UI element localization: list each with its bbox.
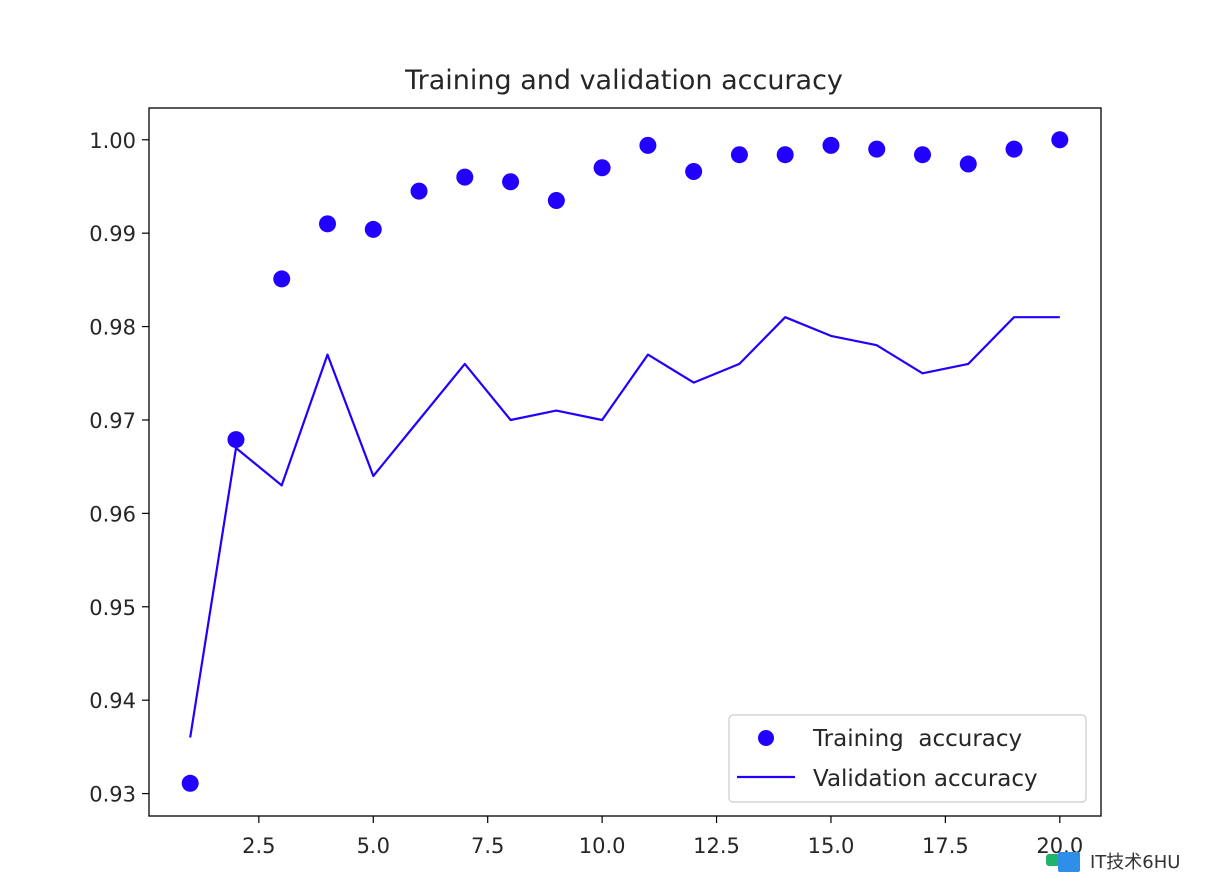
x-tick-label: 12.5 [693,834,740,858]
validation-accuracy-line [189,316,1060,738]
training-accuracy-point [730,146,748,164]
training-accuracy-point [776,146,794,164]
watermark-text: IT技术6HU [1090,852,1181,873]
x-tick-label: 10.0 [579,834,626,858]
y-tick-label: 0.97 [89,409,136,433]
chart-title: Training and validation accuracy [404,65,843,96]
x-tick-label: 5.0 [357,834,390,858]
y-tick-label: 1.00 [89,129,136,153]
legend-label-validation: Validation accuracy [813,766,1038,792]
x-tick-label: 7.5 [471,834,504,858]
watermark-logo-icon [1046,852,1080,872]
training-accuracy-point [685,163,703,181]
plot-frame [148,107,1102,817]
legend-label-training: Training accuracy [812,726,1022,752]
training-accuracy-point [639,136,657,154]
series-layer [181,131,1069,792]
training-accuracy-point [959,155,977,173]
training-accuracy-point [181,774,199,792]
x-tick-label: 15.0 [808,834,855,858]
legend-box [728,714,1087,803]
x-axis: 2.5 5.0 7.5 10.0 12.5 15.0 17.5 20.0 [242,816,1083,858]
training-accuracy-point [914,146,931,164]
training-accuracy-point [319,215,336,233]
training-accuracy-point [227,431,245,449]
training-accuracy-point [1051,131,1069,149]
training-accuracy-point [822,136,840,154]
legend: Training accuracy Validation accuracy [728,714,1087,803]
x-tick-label: 17.5 [922,834,969,858]
training-accuracy-point [410,182,428,200]
legend-marker-training [758,730,774,746]
x-tick-label: 2.5 [242,834,275,858]
training-accuracy-point [273,270,291,288]
training-accuracy-point [547,191,565,209]
y-tick-label: 0.98 [89,316,136,340]
training-accuracy-point [502,173,520,191]
y-axis: 0.93 0.94 0.95 0.96 0.97 0.98 0.99 1.00 [89,129,149,807]
watermark: IT技术6HU [1044,846,1180,876]
y-tick-label: 0.99 [89,222,136,246]
y-tick-label: 0.95 [89,596,136,620]
y-tick-label: 0.94 [89,689,136,713]
training-accuracy-point [456,168,474,186]
training-accuracy-point [364,220,382,238]
y-tick-label: 0.96 [89,502,136,526]
training-accuracy-point [868,140,886,158]
training-accuracy-point [1005,140,1023,158]
training-accuracy-point [593,159,611,177]
y-tick-label: 0.93 [89,783,136,807]
